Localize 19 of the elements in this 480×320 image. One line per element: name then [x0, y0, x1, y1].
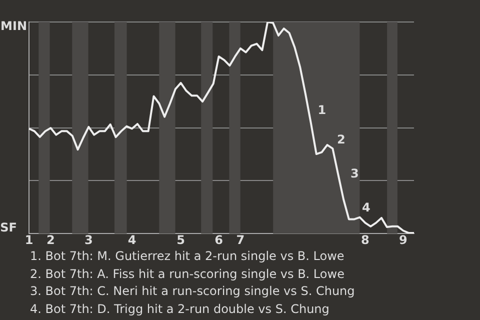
- text: 4. Bot 7th: D. Trigg hit a 2-run double vs S. Chung: [30, 300, 330, 318]
- x-tick-label: 9: [398, 232, 408, 247]
- x-tick-label: 6: [214, 232, 223, 247]
- text: 1. Bot 7th: M. Gutierrez hit a 2-run single vs B. Lowe: [30, 248, 346, 265]
- x-tick-label: 1: [24, 232, 34, 247]
- x-tick-label: 7: [236, 232, 245, 247]
- text: 2. Bot 7th: A. Fiss hit a run-scoring single vs B. Lowe: [30, 266, 346, 282]
- x-tick-label: 2: [46, 232, 55, 247]
- annotation: 3: [350, 166, 359, 180]
- text: 3. Bot 7th: C. Neri hit a run-scoring single vs S. Chung: [30, 283, 356, 300]
- x-tick-label: 5: [176, 232, 186, 247]
- annotation: 2: [337, 132, 346, 147]
- text: SF: [0, 220, 17, 235]
- x-tick-label: 4: [128, 232, 136, 247]
- text: MIN: [0, 19, 27, 34]
- x-tick-label: 8: [361, 232, 370, 247]
- annotation: 4: [362, 200, 370, 214]
- annotation: 1: [318, 102, 326, 117]
- x-tick-label: 3: [84, 232, 93, 247]
